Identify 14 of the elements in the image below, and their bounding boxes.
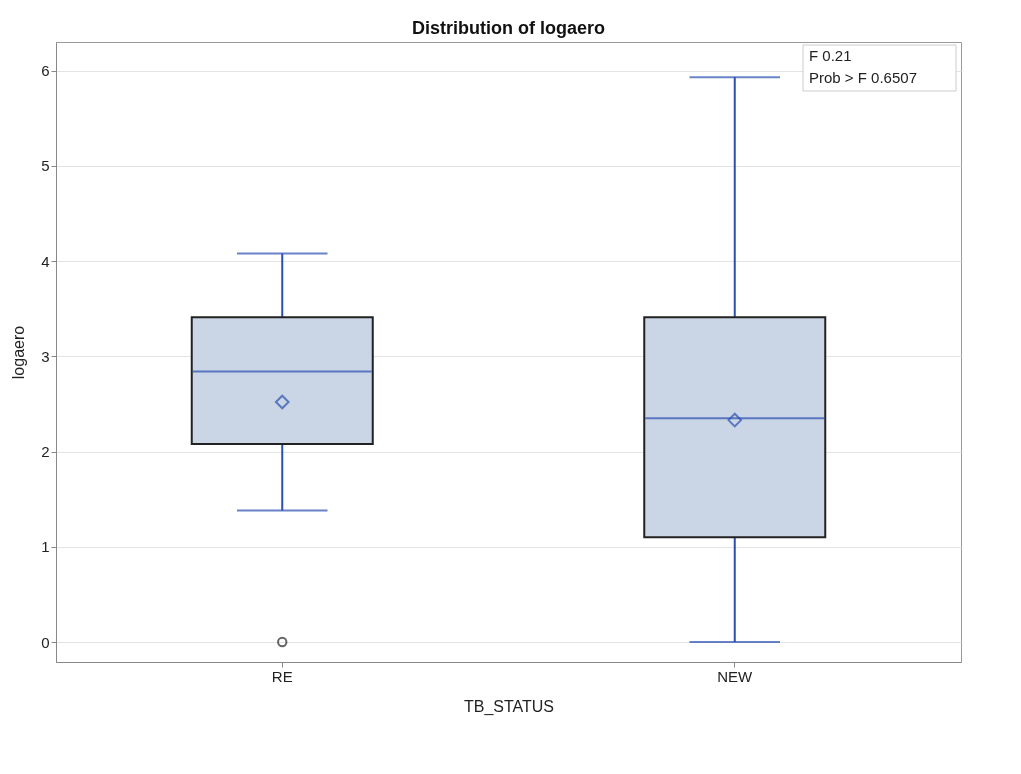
chart-title: Distribution of logaero bbox=[412, 18, 605, 38]
y-tick-label: 0 bbox=[41, 633, 50, 651]
x-tick-label: RE bbox=[271, 667, 293, 685]
y-tick-label: 6 bbox=[41, 62, 50, 80]
y-tick-label: 3 bbox=[41, 347, 50, 365]
annotation: Prob > F 0.6507 bbox=[809, 69, 917, 86]
x-axis-title: TB_STATUS bbox=[463, 697, 555, 716]
y-tick-label: 5 bbox=[41, 157, 50, 175]
y-axis-title: logaero bbox=[10, 325, 28, 380]
annotation: F 0.21 bbox=[809, 47, 852, 64]
y-tick-label: 2 bbox=[41, 443, 50, 461]
y-tick-label: 4 bbox=[41, 252, 50, 270]
y-tick-label: 1 bbox=[41, 538, 50, 556]
x-tick-label: NEW bbox=[717, 667, 754, 685]
